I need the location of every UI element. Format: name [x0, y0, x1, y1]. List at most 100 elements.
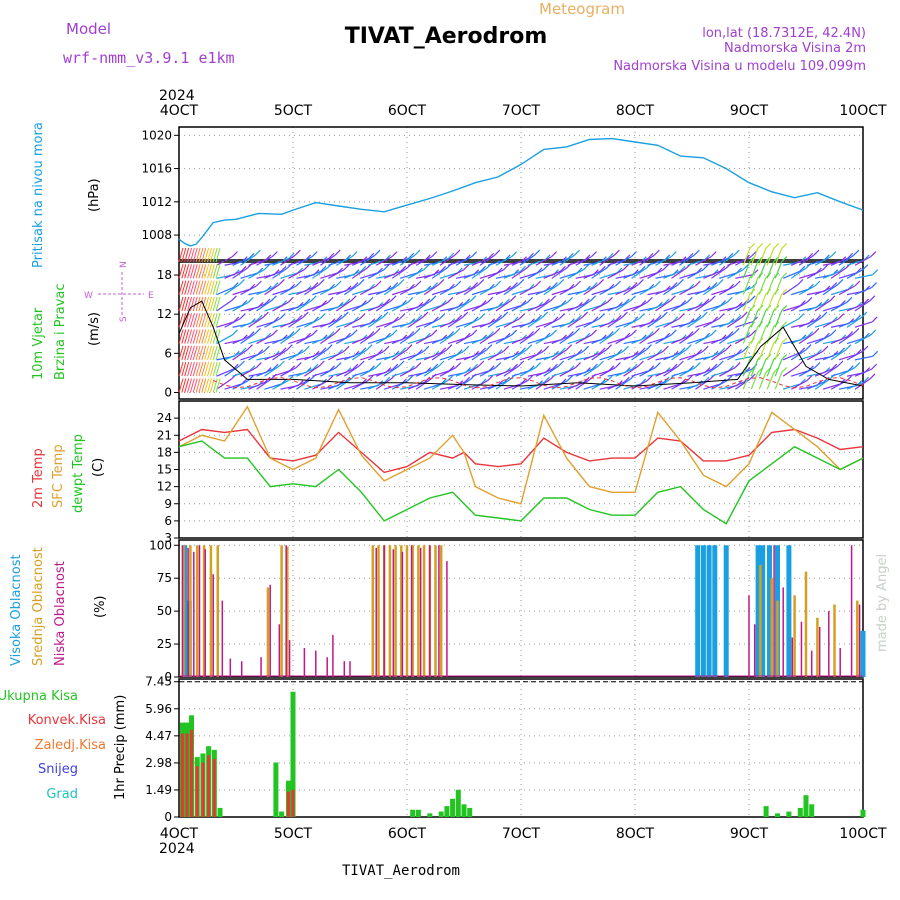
wind-barb-tick	[294, 327, 301, 334]
wind-barb	[711, 301, 728, 312]
wind-barb	[687, 316, 703, 328]
wind-barb	[304, 305, 322, 312]
wind-barb-tick	[278, 279, 285, 285]
cloud-bar	[439, 545, 443, 677]
wind-barb-tick	[488, 331, 494, 337]
wind-barb	[212, 247, 218, 263]
precip-unit: 1hr Precip (mm)	[113, 695, 128, 800]
wind-barb	[383, 283, 400, 296]
wind-barb	[758, 248, 767, 266]
wind-barb	[735, 256, 752, 266]
wind-barb	[663, 283, 679, 296]
wind-barb	[256, 378, 272, 390]
precip-bar	[180, 733, 184, 817]
wind-barb-tick	[391, 251, 398, 258]
wind-barb-tick	[455, 280, 462, 287]
wind-barb	[187, 280, 193, 295]
compass-e: E	[148, 291, 154, 301]
wind-barb	[455, 334, 473, 345]
wind-barb-tick	[464, 298, 471, 305]
wind-barb-tick	[831, 363, 838, 370]
wind-barb	[288, 316, 304, 328]
wind-barb	[431, 370, 450, 377]
wind-barb	[328, 350, 345, 361]
wind-barb-tick	[710, 251, 717, 258]
wind-barb	[264, 365, 280, 377]
wind-barb	[567, 350, 584, 361]
wind-barb	[391, 267, 408, 279]
cloud-bar	[260, 657, 262, 677]
wind-barb	[663, 305, 681, 312]
wind-barb	[256, 300, 272, 312]
wind-barb-tick	[654, 280, 661, 287]
wind-barb	[551, 335, 569, 345]
wind-barb	[232, 288, 250, 296]
wind-barb	[423, 383, 442, 390]
wind-barb	[320, 353, 338, 361]
wind-barb	[198, 247, 204, 263]
wind-barb	[599, 319, 617, 328]
wind-barb-tick	[662, 345, 669, 352]
y-tick-label: 12	[157, 307, 172, 321]
wind-barb	[758, 342, 767, 361]
wind-barb	[391, 349, 408, 361]
wind-barb	[201, 296, 207, 312]
wind-barb-tick	[408, 252, 415, 259]
wind-barb	[201, 362, 207, 377]
wind-barb	[189, 280, 195, 295]
wind-barb-tick	[304, 376, 311, 383]
wind-barb	[407, 316, 424, 328]
wind-barb	[607, 269, 624, 279]
wind-barb-tick	[813, 327, 820, 334]
wind-barb	[742, 342, 751, 361]
wind-barb	[838, 353, 857, 361]
wind-barb	[695, 321, 713, 328]
cloud-bar	[400, 545, 403, 677]
wind-barb	[639, 272, 657, 279]
wind-barb-tick	[344, 298, 351, 305]
wind-barb	[703, 352, 721, 361]
wind-label-1: 10m Vjetar	[31, 307, 46, 380]
wind-barb	[814, 287, 832, 296]
wind-barb	[272, 335, 290, 345]
wind-barb-tick	[480, 347, 487, 354]
wind-barb	[663, 270, 681, 279]
wind-barb	[264, 318, 281, 328]
wind-barb-tick	[414, 249, 421, 256]
wind-barb-tick	[424, 376, 431, 383]
wind-barb	[750, 277, 759, 295]
wind-barb	[854, 256, 872, 266]
precip-bar	[775, 813, 780, 817]
wind-barb-tick	[599, 347, 606, 354]
wind-barb	[623, 318, 640, 328]
cloud-bar	[850, 545, 853, 677]
wind-barb-tick	[336, 314, 343, 321]
wind-barb-tick	[295, 280, 302, 287]
wind-barb	[336, 321, 354, 328]
wind-barb-tick	[765, 243, 772, 249]
wind-barb	[312, 335, 330, 345]
wind-barb	[447, 259, 466, 266]
wind-barb	[703, 383, 721, 390]
wind-barb-tick	[806, 296, 813, 303]
cloud-bar	[202, 545, 206, 677]
wind-barb	[195, 264, 201, 279]
cloud-bar	[791, 637, 794, 677]
wind-barb	[535, 334, 552, 345]
wind-barb	[383, 270, 402, 279]
wind-barb	[195, 329, 201, 344]
wind-barb-tick	[448, 331, 455, 337]
wind-barb	[575, 334, 592, 345]
wind-barb-tick	[726, 296, 733, 303]
wind-barb	[830, 267, 847, 279]
wind-barb	[207, 296, 212, 312]
wind-barb	[766, 293, 775, 312]
panel-frame-cloud	[178, 539, 864, 678]
wind-barb-tick	[358, 279, 365, 285]
wind-barb	[487, 316, 504, 328]
wind-barb	[719, 254, 735, 266]
wind-barb-tick	[862, 345, 869, 352]
wind-barb	[439, 367, 457, 377]
wind-barb	[447, 303, 465, 312]
wind-barb-tick	[781, 288, 788, 295]
